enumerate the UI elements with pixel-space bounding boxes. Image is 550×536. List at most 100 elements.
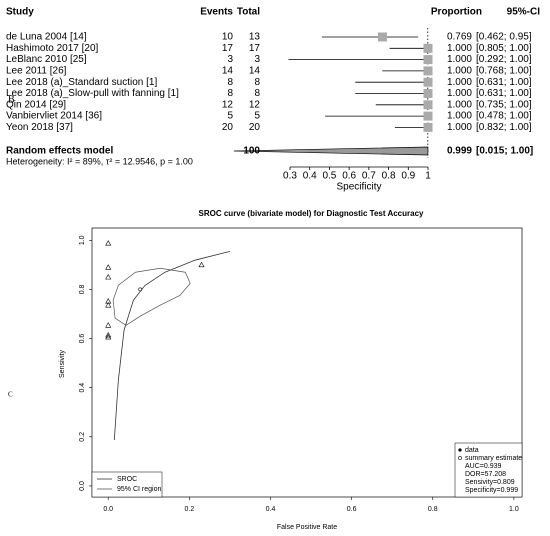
study-name: LeBlanc 2010 [25]: [6, 54, 87, 65]
proportion: 1.000: [447, 66, 472, 77]
panel-label: B: [8, 94, 15, 105]
proportion: 1.000: [447, 122, 472, 133]
column-header: Events: [200, 7, 233, 18]
annotation: DOR=57.208: [465, 471, 506, 478]
proportion: 1.000: [447, 43, 472, 54]
study-name: Vanbiervliet 2014 [36]: [6, 111, 102, 122]
pooled-ci: [0.015; 1.00]: [476, 146, 533, 157]
events: 20: [222, 122, 234, 133]
events: 5: [227, 111, 233, 122]
legend-symbol: [458, 448, 462, 452]
legend-label: 95% CI region: [117, 486, 161, 493]
plot-area: [233, 28, 433, 158]
panel-label: C: [8, 391, 13, 399]
legend-box: [91, 471, 163, 498]
effect-square: [377, 32, 387, 42]
proportion: 1.000: [447, 77, 472, 88]
proportion: 1.000: [447, 54, 472, 65]
study-name: Lee 2018 (a)_Standard suction [1]: [6, 77, 157, 88]
column-header: Proportion: [431, 7, 482, 18]
data-point: [105, 331, 112, 338]
pooled-proportion: 0.999: [447, 146, 472, 157]
y-axis-label: Sensivity: [59, 349, 66, 378]
data-point: [198, 261, 205, 268]
data-point: [105, 302, 112, 308]
study-name: Qin 2014 [29]: [6, 99, 66, 110]
x-tick-label: 0.8: [428, 506, 438, 513]
ci-label: [0.631; 1.00]: [476, 77, 532, 88]
column-header: Total: [237, 7, 260, 18]
study-name: Hashimoto 2017 [20]: [6, 43, 99, 54]
effect-square: [423, 89, 433, 98]
effect-square: [423, 66, 433, 76]
x-tick-label: 1: [425, 171, 431, 182]
data-point: [105, 240, 112, 246]
ci-region: [112, 267, 191, 326]
x-tick-label: 0.4: [303, 171, 317, 182]
total: 12: [249, 99, 261, 110]
events: 17: [222, 43, 234, 54]
data-point: [105, 322, 112, 328]
annotation: Specificity=0.999: [465, 487, 518, 494]
pooled-diamond: [233, 146, 429, 156]
y-tick-label: 0.4: [79, 383, 86, 393]
ci-label: [0.768; 1.00]: [476, 66, 532, 77]
total: 20: [249, 122, 261, 133]
sroc-curve: [113, 250, 231, 441]
sroc-plot: C SROC curve (bivariate model) for Diagno…: [8, 209, 523, 531]
data-point: [105, 274, 112, 280]
ci-label: [0.631; 1.00]: [476, 88, 532, 99]
ci-label: [0.292; 1.00]: [476, 54, 532, 65]
data-point: [105, 264, 112, 270]
legend-label: summary estimate: [465, 455, 522, 462]
ci-label: [0.735; 1.00]: [476, 99, 532, 110]
study-name: Lee 2018 (a)_Slow-pull with fanning [1]: [6, 88, 179, 99]
annotation: AUC=0.939: [465, 463, 501, 470]
data-point: [105, 333, 112, 340]
x-tick-label: 0.7: [362, 171, 376, 182]
x-axis-label: False Positive Rate: [277, 524, 337, 531]
forest-plot: B Study Events Total Proportion 95%-CI de Luna…: [6, 7, 540, 193]
total: 3: [254, 54, 260, 65]
total: 8: [254, 77, 260, 88]
y-tick-label: 0.2: [79, 432, 86, 442]
study-name: Lee 2011 [26]: [6, 66, 67, 77]
x-tick-label: 0.4: [266, 506, 276, 513]
effect-square: [423, 43, 433, 53]
proportion: 1.000: [447, 111, 472, 122]
pooled-total: 100: [243, 146, 260, 157]
x-tick-label: 0.3: [283, 171, 297, 182]
ci-label: [0.478; 1.00]: [476, 111, 532, 122]
events: 12: [222, 99, 234, 110]
legend-label: data: [465, 447, 479, 454]
x-tick-label: 0.0: [103, 506, 113, 513]
legend-box: [454, 442, 523, 498]
x-tick-label: 0.5: [322, 171, 336, 182]
ci-label: [0.462; 0.95]: [476, 32, 532, 43]
effect-square: [423, 77, 433, 87]
proportion: 1.000: [447, 99, 472, 110]
total: 13: [249, 32, 261, 43]
effect-square: [423, 100, 433, 110]
total: 17: [249, 43, 261, 54]
annotation: Sensivity=0.809: [465, 479, 515, 486]
total: 14: [249, 66, 261, 77]
study-name: Yeon 2018 [37]: [6, 122, 73, 133]
proportion: 1.000: [447, 88, 472, 99]
x-tick-label: 0.6: [342, 171, 356, 182]
events: 10: [222, 32, 234, 43]
legend-symbol: [458, 456, 462, 460]
total: 5: [254, 111, 260, 122]
study-name: de Luna 2004 [14]: [6, 32, 87, 43]
events: 14: [222, 66, 234, 77]
events: 8: [227, 88, 233, 99]
events: 8: [227, 77, 233, 88]
events: 3: [227, 54, 233, 65]
x-tick-label: 0.9: [401, 171, 415, 182]
legend-label: SROC: [117, 476, 137, 483]
total: 8: [254, 88, 260, 99]
ci-label: [0.832; 1.00]: [476, 122, 532, 133]
y-tick-label: 0.0: [79, 481, 86, 491]
